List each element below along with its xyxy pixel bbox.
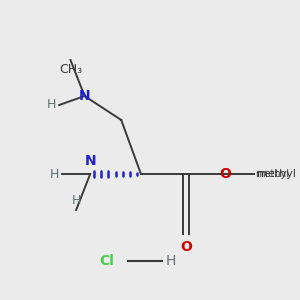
Text: O: O bbox=[220, 167, 232, 181]
Text: H: H bbox=[165, 254, 176, 268]
Text: H: H bbox=[50, 167, 59, 181]
Text: Cl: Cl bbox=[100, 254, 115, 268]
Text: CH₃: CH₃ bbox=[59, 63, 82, 76]
Text: N: N bbox=[84, 154, 96, 168]
Text: O: O bbox=[180, 240, 192, 254]
Text: H: H bbox=[71, 194, 81, 207]
Text: N: N bbox=[79, 89, 90, 103]
Text: H: H bbox=[47, 98, 56, 112]
Text: methyl: methyl bbox=[256, 169, 296, 179]
Text: methyl: methyl bbox=[255, 169, 289, 179]
